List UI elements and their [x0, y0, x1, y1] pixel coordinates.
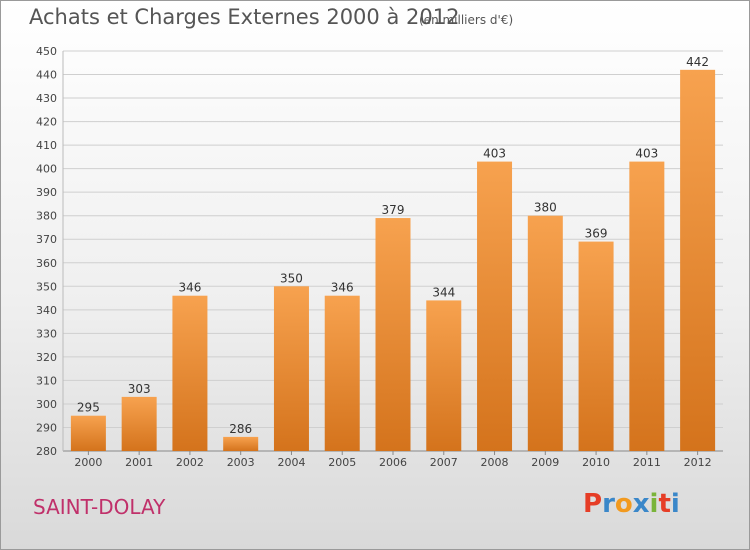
y-tick-label: 310: [36, 374, 57, 387]
x-tick-label: 2001: [125, 456, 153, 469]
bars: [70, 69, 716, 451]
bar-value-label: 442: [686, 55, 709, 69]
bar-value-label: 380: [534, 201, 557, 215]
y-tick-label: 370: [36, 233, 57, 246]
y-tick-label: 280: [36, 445, 57, 458]
bar-2005: [324, 295, 360, 451]
x-tick-label: 2010: [582, 456, 610, 469]
bar-2003: [223, 436, 259, 451]
bar-value-label: 403: [483, 147, 506, 161]
x-tick-label: 2005: [328, 456, 356, 469]
y-tick-label: 420: [36, 116, 57, 129]
chart-subtitle: (en milliers d'€): [419, 13, 514, 27]
bar-value-label: 350: [280, 271, 303, 285]
x-tick-label: 2007: [430, 456, 458, 469]
logo-letter: o: [614, 489, 633, 519]
bar-value-label: 344: [432, 285, 455, 299]
y-tick-label: 300: [36, 398, 57, 411]
x-tick-label: 2011: [633, 456, 661, 469]
proxiti-logo[interactable]: Proxiti: [583, 489, 680, 519]
y-tick-label: 400: [36, 163, 57, 176]
y-tick-label: 340: [36, 304, 57, 317]
y-tick-label: 350: [36, 280, 57, 293]
x-tick-label: 2000: [74, 456, 102, 469]
bar-value-label: 346: [178, 281, 201, 295]
x-tick-label: 2006: [379, 456, 407, 469]
bar-2007: [426, 300, 462, 451]
x-axis-ticks: 2000 2001 2002 2003 2004 2005 2006 2007 2008 2009…: [74, 451, 712, 469]
x-tick-label: 2004: [277, 456, 305, 469]
bar-2004: [273, 286, 309, 451]
x-tick-label: 2003: [227, 456, 255, 469]
y-tick-label: 430: [36, 92, 57, 105]
bar-2000: [70, 415, 106, 451]
bar-value-label: 403: [635, 147, 658, 161]
bar-2012: [680, 69, 716, 451]
bar-2002: [172, 295, 208, 451]
bar-value-label: 379: [382, 203, 405, 217]
y-tick-label: 330: [36, 327, 57, 340]
y-tick-label: 410: [36, 139, 57, 152]
bar-value-label: 369: [585, 227, 608, 241]
y-axis-ticks: 280 290 300 310 320 330 340 350 360 370 380 390 400 4…: [36, 45, 57, 458]
y-tick-label: 380: [36, 210, 57, 223]
bar-labels: 295 303 346 286 350 346 379 344 403 380 369 403 442: [77, 55, 709, 436]
x-tick-label: 2008: [481, 456, 509, 469]
bar-value-label: 346: [331, 281, 354, 295]
bar-2008: [477, 161, 513, 451]
logo-letter: x: [632, 489, 650, 519]
logo-letter: i: [670, 489, 680, 519]
logo-letter: i: [649, 489, 659, 519]
chart-title: Achats et Charges Externes 2000 à 2012: [29, 5, 460, 29]
y-tick-label: 290: [36, 421, 57, 434]
x-tick-label: 2009: [531, 456, 559, 469]
bar-2001: [121, 396, 157, 451]
x-tick-label: 2002: [176, 456, 204, 469]
y-tick-label: 320: [36, 351, 57, 364]
bar-2010: [578, 241, 614, 451]
y-tick-label: 440: [36, 69, 57, 82]
bar-2011: [629, 161, 665, 451]
logo-letter: t: [658, 489, 671, 519]
bar-value-label: 286: [229, 422, 252, 436]
y-tick-label: 450: [36, 45, 57, 58]
logo-letter: P: [583, 489, 603, 519]
bar-value-label: 295: [77, 401, 100, 415]
y-tick-label: 360: [36, 257, 57, 270]
bar-value-label: 303: [128, 382, 151, 396]
y-tick-label: 390: [36, 186, 57, 199]
logo-letter: r: [602, 489, 615, 519]
town-name: SAINT-DOLAY: [33, 495, 166, 519]
x-tick-label: 2012: [684, 456, 712, 469]
bar-2009: [527, 215, 563, 451]
bar-2006: [375, 218, 411, 451]
